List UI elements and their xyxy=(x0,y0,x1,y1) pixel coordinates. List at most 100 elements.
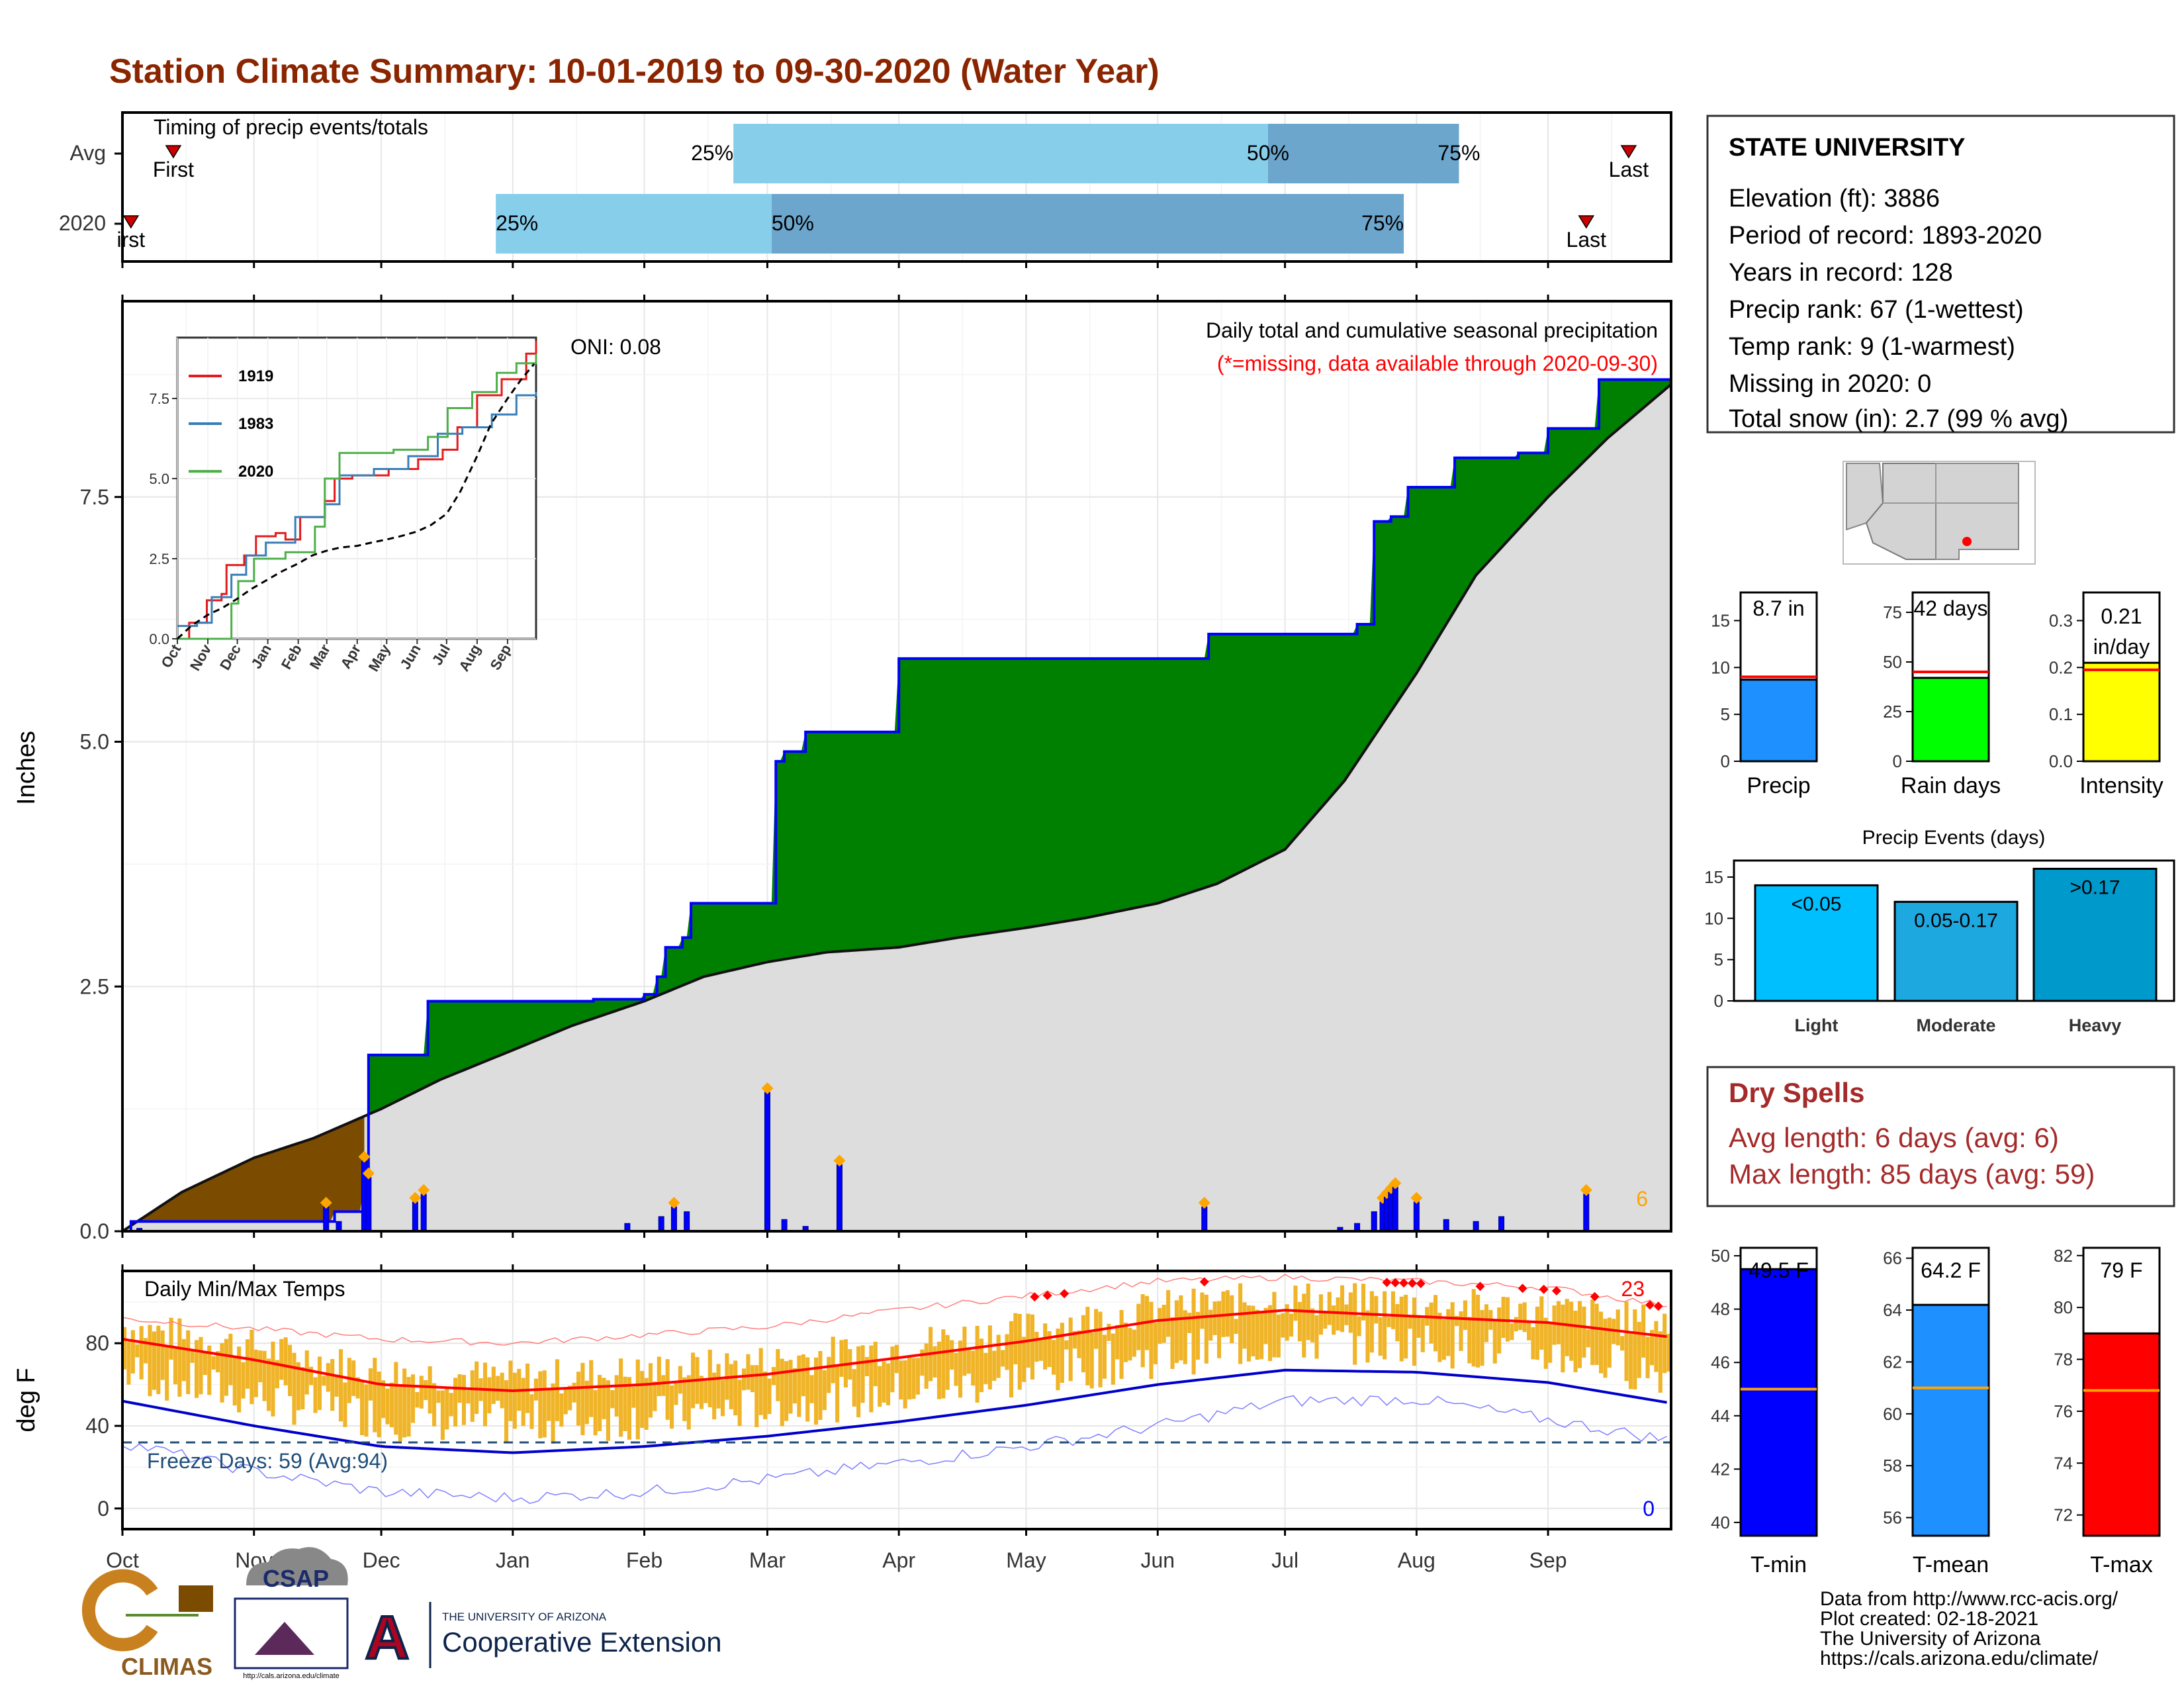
daily-temp-range-bar xyxy=(1230,1295,1234,1344)
daily-temp-range-bar xyxy=(699,1376,704,1409)
x-month-label: Sep xyxy=(1529,1548,1567,1572)
daily-temp-range-bar xyxy=(890,1346,895,1393)
daily-temp-range-bar xyxy=(712,1372,717,1420)
daily-temp-range-bar xyxy=(1005,1334,1009,1370)
daily-temp-range-bar xyxy=(1641,1304,1646,1358)
daily-temp-range-bar xyxy=(1043,1323,1048,1370)
events-bars: 0 5 10 15 <0.05 Light 0.05-0.17 Moderate >0.17 He… xyxy=(1704,859,2175,1035)
timing-q75-label: 75% xyxy=(1437,141,1480,165)
daily-temp-range-bar xyxy=(797,1355,801,1417)
x-month-label: Apr xyxy=(882,1548,915,1572)
daily-temp-range-bar xyxy=(453,1378,458,1427)
daily-temp-range-bar xyxy=(1001,1350,1005,1367)
daily-precip-bar xyxy=(1473,1221,1479,1232)
daily-temp-range-bar xyxy=(1183,1310,1187,1364)
daily-temp-range-bar xyxy=(1009,1321,1013,1398)
daily-temp-range-bar xyxy=(899,1360,903,1400)
temp-bar-y-tick-label: 44 xyxy=(1711,1406,1730,1426)
daily-temp-range-bar xyxy=(1561,1304,1565,1373)
daily-temp-range-bar xyxy=(1378,1317,1383,1356)
summary-y-tick-label: 0.2 xyxy=(2049,657,2073,677)
daily-temp-range-bar xyxy=(296,1362,300,1411)
freeze-days-label: Freeze Days: 59 (Avg:94) xyxy=(147,1449,388,1473)
temp-bar-y-tick-label: 66 xyxy=(1883,1248,1902,1268)
record-high-marker xyxy=(1030,1292,1040,1302)
daily-temp-range-bar xyxy=(686,1375,691,1430)
x-month-label: Oct xyxy=(106,1548,139,1572)
daily-precip-bar xyxy=(1583,1194,1590,1232)
daily-temp-range-bar xyxy=(1225,1290,1230,1337)
daily-temp-range-bar xyxy=(368,1368,373,1401)
daily-temp-range-bar xyxy=(678,1366,682,1394)
daily-temp-range-bar xyxy=(598,1375,602,1431)
daily-temp-range-bar xyxy=(653,1381,657,1411)
daily-temp-range-bar xyxy=(635,1359,640,1440)
heavy-precip-marker xyxy=(362,1167,375,1180)
daily-temp-range-bar xyxy=(271,1341,275,1417)
temperature-bar-charts: 40 42 44 46 48 50 49.5 F T-min 56 58 60 62 64 66 64.2 … xyxy=(1711,1246,2161,1577)
daily-temp-range-bar xyxy=(415,1391,420,1408)
daily-temp-range-bar xyxy=(1089,1332,1094,1389)
daily-temp-range-bar xyxy=(360,1380,365,1436)
events-category-label: Heavy xyxy=(2069,1015,2122,1035)
climas-logo: CLIMAS xyxy=(81,1569,213,1680)
station-info-box: STATE UNIVERSITY Elevation (ft): 3886 Pe… xyxy=(1706,115,2175,434)
daily-temp-range-bar xyxy=(475,1361,479,1414)
daily-temp-range-bar xyxy=(729,1364,733,1409)
daily-temp-range-bar xyxy=(432,1383,437,1427)
station-temp-rank: Temp rank: 9 (1-warmest) xyxy=(1729,333,2015,361)
daily-temp-range-bar xyxy=(1395,1304,1400,1342)
daily-temp-range-bar xyxy=(966,1347,971,1374)
daily-temp-range-bar xyxy=(1136,1303,1141,1350)
heavy-precip-marker xyxy=(320,1197,332,1209)
heavy-precip-marker xyxy=(1580,1184,1592,1196)
daily-temp-range-bar xyxy=(402,1368,407,1438)
daily-temp-range-bar xyxy=(572,1382,576,1403)
precip-count-label: 6 xyxy=(1636,1187,1648,1211)
heavy-precip-marker xyxy=(1389,1177,1402,1190)
summary-y-tick-label: 0 xyxy=(1893,751,1902,771)
daily-temp-range-bar xyxy=(1437,1313,1442,1362)
daily-temp-range-bar xyxy=(1013,1313,1018,1365)
daily-temp-range-bar xyxy=(882,1361,886,1403)
daily-temp-range-bar xyxy=(873,1341,878,1387)
daily-temp-range-bar xyxy=(1068,1317,1073,1382)
heavy-precip-marker xyxy=(1198,1197,1210,1209)
daily-temp-range-bar xyxy=(135,1344,140,1358)
temp-y-label: deg F xyxy=(13,1368,40,1432)
daily-temp-range-bar xyxy=(614,1375,619,1417)
daily-temp-range-bar xyxy=(1441,1319,1446,1360)
station-name: STATE UNIVERSITY xyxy=(1729,134,1966,162)
temp-bar-y-tick-label: 62 xyxy=(1883,1352,1902,1372)
daily-temp-range-bar xyxy=(648,1363,653,1418)
daily-temp-range-bar xyxy=(1607,1317,1612,1368)
timing-bar-q25-q50 xyxy=(496,194,772,254)
temp-y-tick-label: 40 xyxy=(85,1414,109,1438)
state-outline-north xyxy=(1883,463,2019,504)
daily-temp-range-bar xyxy=(813,1357,819,1425)
daily-temp-range-bar xyxy=(1166,1289,1171,1337)
daily-temp-range-bar xyxy=(767,1378,772,1415)
inset-legend-label: 1919 xyxy=(238,367,273,385)
daily-temp-range-bar xyxy=(521,1378,525,1427)
daily-precip-bar xyxy=(1413,1201,1420,1232)
daily-temp-range-bar xyxy=(160,1330,165,1380)
daily-temp-range-bar xyxy=(1573,1311,1578,1373)
daily-temp-range-bar xyxy=(1153,1322,1158,1364)
daily-temp-range-bar xyxy=(250,1329,254,1405)
daily-temp-range-bar xyxy=(389,1382,394,1428)
record-high-marker xyxy=(1042,1291,1052,1301)
daily-temp-range-bar xyxy=(406,1377,411,1437)
events-bar xyxy=(1754,884,1879,1002)
summary-y-tick-label: 25 xyxy=(1883,702,1902,722)
daily-temp-range-bar xyxy=(1204,1294,1208,1364)
daily-temp-range-bar xyxy=(1073,1331,1077,1349)
daily-temp-range-bar xyxy=(364,1384,369,1437)
daily-temp-range-bar xyxy=(1242,1302,1247,1349)
last-event-label: Last xyxy=(1567,228,1607,252)
daily-temp-range-bar xyxy=(1102,1335,1107,1379)
daily-temp-range-bar xyxy=(1505,1297,1510,1342)
daily-temp-range-bar xyxy=(1200,1292,1205,1329)
daily-temp-range-bar xyxy=(1119,1309,1124,1380)
precip-y-tick-label: 0.0 xyxy=(80,1219,109,1243)
